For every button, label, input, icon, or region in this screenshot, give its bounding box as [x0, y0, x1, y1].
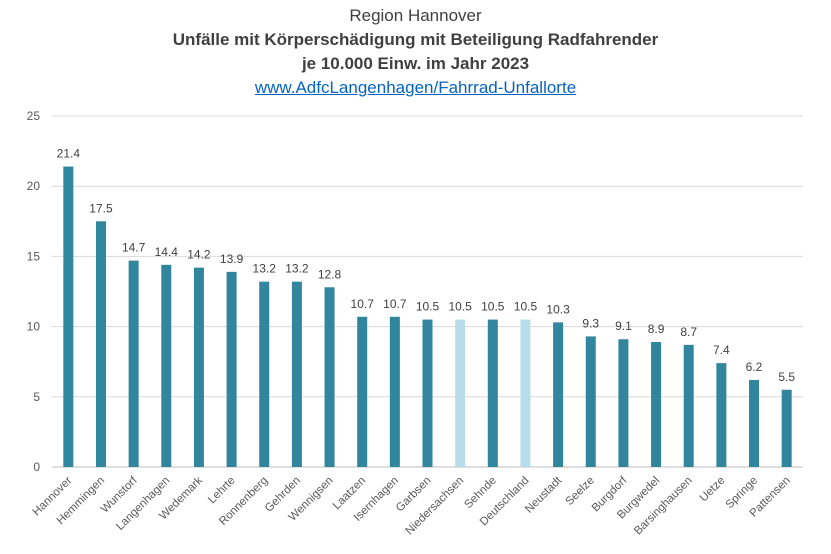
y-tick-label: 0 — [33, 460, 40, 474]
data-label: 13.2 — [253, 262, 277, 276]
bar — [455, 319, 466, 467]
data-label: 13.2 — [285, 262, 309, 276]
data-label: 10.3 — [546, 302, 570, 316]
data-label: 8.7 — [680, 325, 697, 339]
data-label: 6.2 — [746, 360, 763, 374]
bar — [553, 322, 564, 467]
bar — [520, 319, 531, 467]
data-label: 14.7 — [122, 241, 146, 255]
data-label: 5.5 — [778, 370, 795, 384]
bar — [422, 319, 433, 467]
data-label: 10.5 — [514, 300, 538, 314]
category-label: Barsinghausen — [632, 475, 695, 538]
bar — [291, 281, 302, 467]
data-label: 10.7 — [383, 297, 407, 311]
bar — [618, 339, 629, 467]
data-label: 7.4 — [713, 343, 730, 357]
data-label: 10.5 — [481, 300, 505, 314]
data-label: 9.3 — [582, 316, 599, 330]
chart-title-block: Region Hannover Unfälle mit Körperschädi… — [0, 4, 831, 100]
data-label: 8.9 — [648, 322, 665, 336]
category-label: Lehrte — [206, 475, 238, 507]
bar — [683, 344, 694, 467]
bar — [716, 363, 727, 467]
bar — [193, 267, 204, 467]
bar — [95, 221, 106, 467]
category-label: Niedersachsen — [404, 475, 467, 538]
chart-title-main: Unfälle mit Körperschädigung mit Beteili… — [172, 30, 659, 49]
bar — [749, 379, 760, 467]
bar — [259, 281, 270, 467]
source-link[interactable]: www.AdfcLangenhagen/Fahrrad-Unfallorte — [254, 78, 577, 97]
bar — [63, 166, 74, 467]
data-label: 14.4 — [155, 245, 179, 259]
bar — [161, 264, 172, 467]
data-label: 12.8 — [318, 267, 342, 281]
data-label: 10.5 — [416, 300, 440, 314]
bar — [487, 319, 498, 467]
y-tick-label: 20 — [27, 179, 41, 193]
bar — [226, 271, 237, 467]
category-label: Uetze — [698, 475, 728, 505]
chart-title-sub: je 10.000 Einw. im Jahr 2023 — [301, 54, 530, 73]
y-tick-label: 5 — [33, 390, 40, 404]
data-label: 13.9 — [220, 252, 244, 266]
chart-title-region: Region Hannover — [349, 6, 482, 25]
category-label: Neustadt — [523, 474, 565, 516]
y-tick-label: 10 — [27, 320, 41, 334]
y-tick-label: 25 — [27, 109, 41, 123]
y-tick-label: 15 — [27, 249, 41, 263]
data-label: 21.4 — [57, 147, 81, 161]
data-label: 10.5 — [448, 300, 472, 314]
data-label: 10.7 — [351, 297, 375, 311]
bar — [357, 316, 368, 467]
data-label: 9.1 — [615, 319, 632, 333]
bar — [781, 389, 792, 467]
data-label: 14.2 — [187, 248, 211, 262]
data-label: 17.5 — [89, 201, 113, 215]
bar — [389, 316, 400, 467]
bar — [128, 260, 139, 467]
bar — [651, 342, 662, 467]
bar — [585, 336, 596, 467]
bar — [324, 287, 335, 467]
